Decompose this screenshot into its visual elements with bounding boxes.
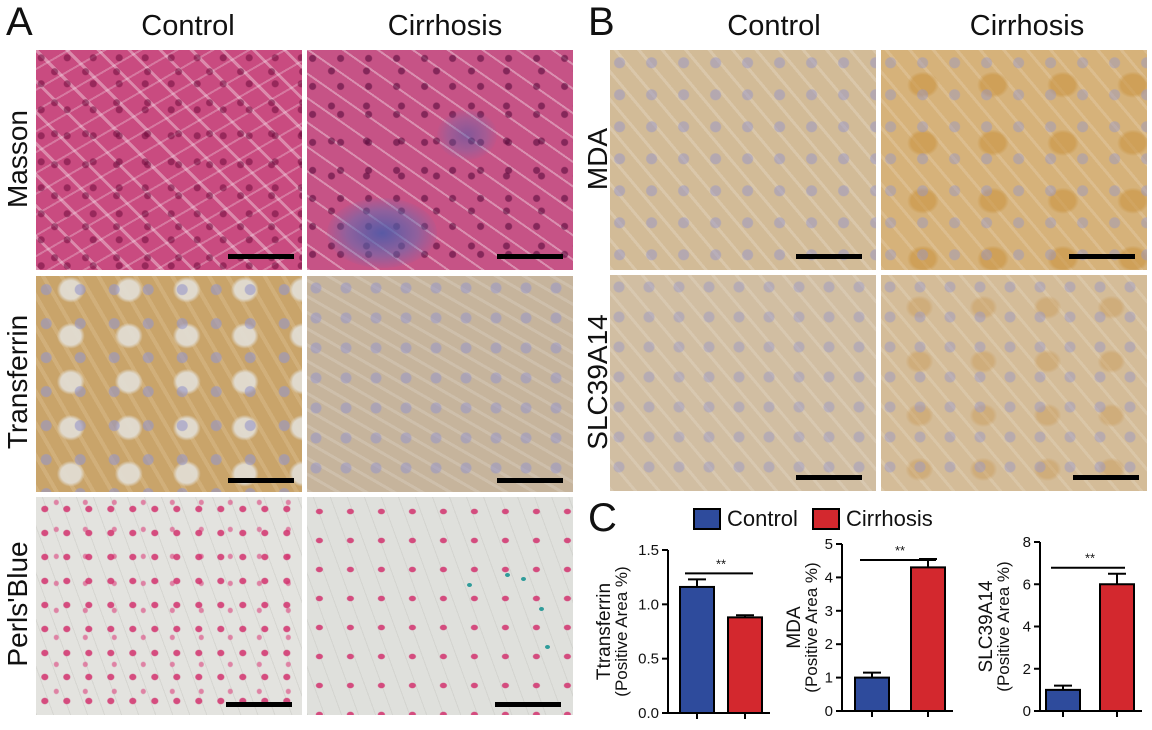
scale-bar [228,254,294,259]
fibrosis-region [437,110,497,160]
panel-a-row-masson: Masson [2,109,33,209]
legend-label-cirrhosis: Cirrhosis [846,506,933,531]
iron-deposit [467,583,472,587]
y-axis-label: SLC39A14 [976,580,997,672]
mda-chart: 0 1 2 3 4 5 ** MDA(Positive Area %) [784,536,953,720]
significance-marker: ** [1085,551,1095,566]
panel-a-row-perls: Perls'Blue [2,541,33,667]
y-tick-label: 1.0 [638,596,659,613]
scale-bar [495,702,561,707]
panel-b-letter: B [588,0,615,44]
scale-bar [228,478,294,483]
iron-deposit [521,577,526,581]
scale-bar [497,254,563,259]
bar-cirrhosis [727,616,763,714]
masson-cirrhosis-image [307,50,573,270]
legend-cirrhosis: Cirrhosis [812,506,933,532]
transferrin-control-image [36,276,302,492]
scale-bar [226,702,292,707]
legend-swatch-control [693,508,721,530]
y-axis-label: Ttransferrin [594,583,615,680]
transferrin-cirrhosis-image [307,276,573,492]
slc39a14-chart: 0 2 4 6 8 ** SLC39A14(Positive Area %) [976,534,1142,720]
y-tick-label: 0 [825,703,833,720]
y-tick-label: 0.0 [638,705,659,722]
legend-control: Control [693,506,798,532]
scale-bar [1069,254,1135,259]
y-tick-label: 6 [1023,576,1031,593]
legend-label-control: Control [727,506,798,531]
panel-a-letter: A [6,0,33,44]
iron-deposit [505,573,510,577]
scale-bar [1073,475,1139,480]
significance-marker: ** [895,543,905,558]
y-tick-label: 0 [1023,703,1031,720]
panel-a-row-transferrin: Transferrin [2,314,33,450]
significance-marker: ** [716,556,726,571]
iron-deposit [545,645,550,649]
bar-cirrhosis [1099,583,1135,712]
mda-cirrhosis-image [881,50,1147,270]
fibrosis-region [327,198,437,268]
y-tick-label: 4 [1023,619,1031,636]
panel-c-letter: C [588,496,617,540]
scale-bar [796,475,862,480]
y-tick-label: 2 [825,636,833,653]
bar-cirrhosis [910,566,946,712]
scale-bar [796,254,862,259]
y-tick-label: 1.5 [638,542,659,559]
y-tick-label: 4 [825,569,833,586]
panel-b-col-control: Control [727,10,821,42]
y-tick-label: 1 [825,670,833,687]
y-tick-label: 5 [825,536,833,553]
y-axis-sublabel: (Positive Area %) [994,561,1013,691]
scale-bar [497,478,563,483]
y-axis-label: MDA [784,606,805,649]
mda-control-image [610,50,876,270]
y-tick-label: 2 [1023,661,1031,678]
panel-b-col-cirrhosis: Cirrhosis [969,10,1085,42]
bar-control [1045,688,1081,712]
bar-control [854,676,890,713]
panel-a-col-control: Control [141,10,235,42]
bar-control [679,585,715,715]
bar-charts: 0.00.51.01.5**Ttransferrin(Positive Area… [594,534,1142,722]
iron-deposit [539,607,544,611]
transferrin-chart: 0.0 0.5 1.0 1.5 ** Ttransferrin(Positive Area… [594,542,770,722]
slc39a14-control-image [610,275,876,491]
y-tick-label: 0.5 [638,651,659,668]
masson-control-image [36,50,302,270]
perls-control-image [36,497,302,715]
panel-a-col-cirrhosis: Cirrhosis [387,10,503,42]
y-axis-sublabel: (Positive Area %) [802,562,821,692]
y-tick-label: 8 [1023,534,1031,551]
legend-swatch-cirrhosis [812,508,840,530]
y-tick-label: 3 [825,603,833,620]
slc39a14-cirrhosis-image [881,275,1147,491]
y-axis-sublabel: (Positive Area %) [612,566,631,696]
perls-cirrhosis-image [307,497,573,715]
